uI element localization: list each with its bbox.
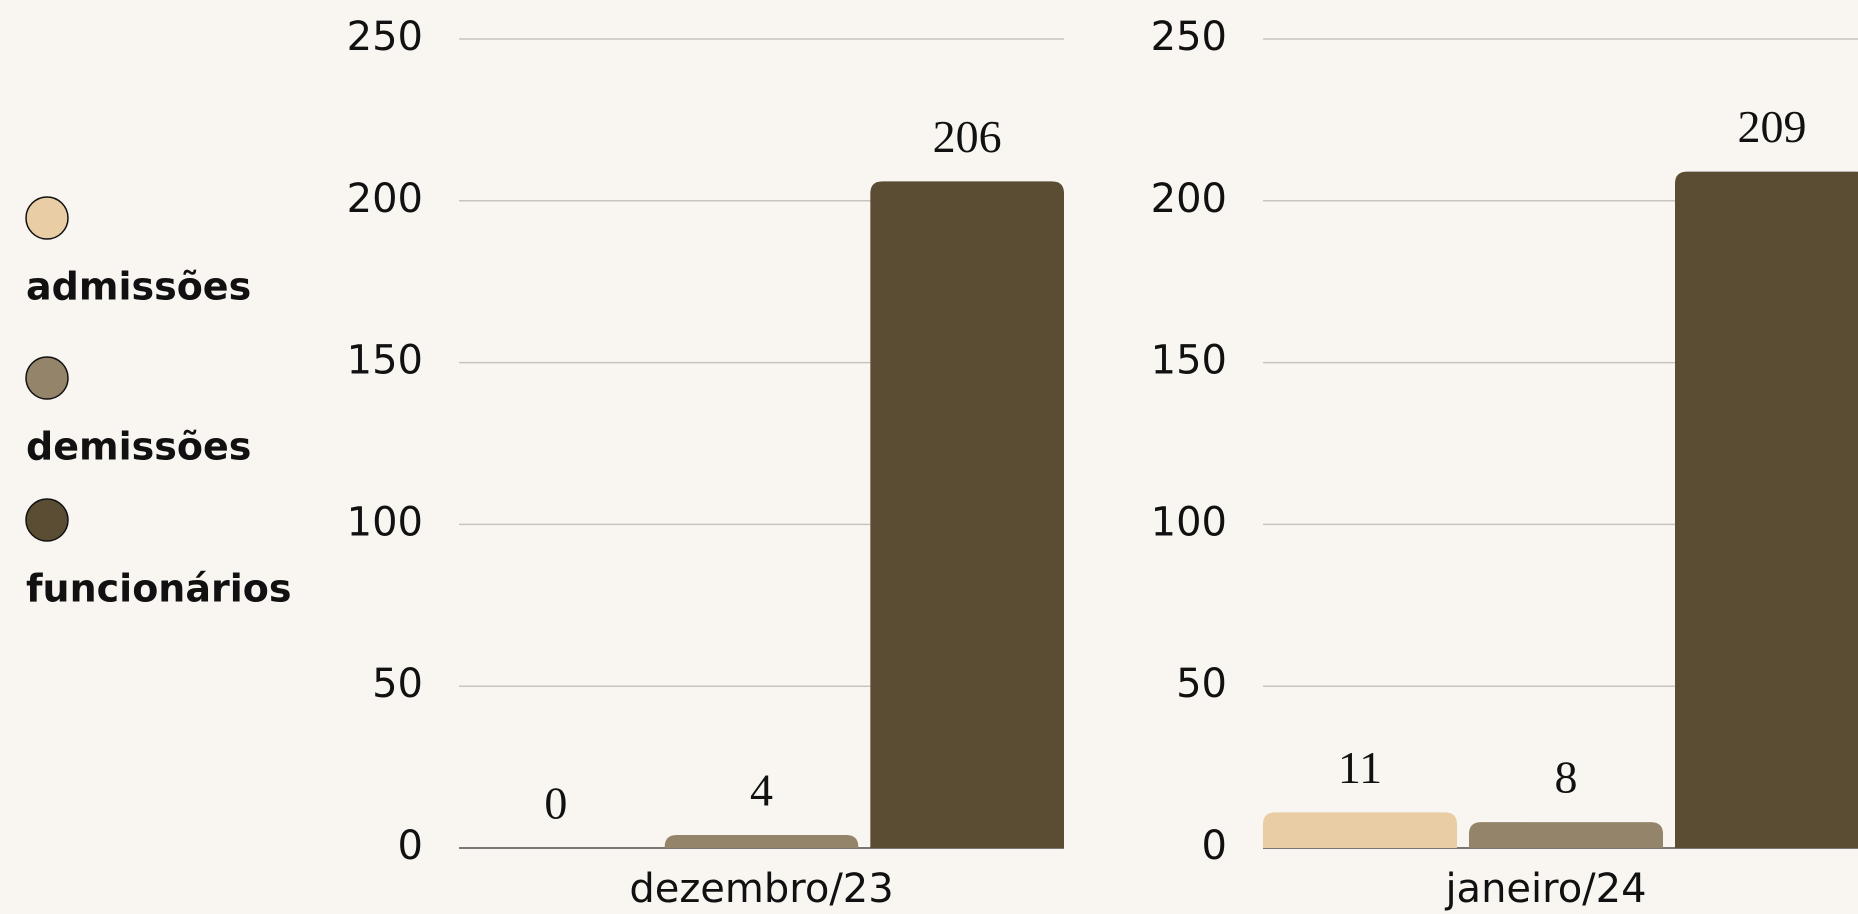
legend-swatch bbox=[25, 498, 69, 542]
y-tick-label: 150 bbox=[1151, 338, 1227, 384]
value-label: 209 bbox=[1738, 101, 1807, 152]
value-label: 8 bbox=[1555, 752, 1578, 803]
y-tick-label: 50 bbox=[372, 661, 423, 707]
bar bbox=[870, 181, 1064, 848]
y-tick-label: 150 bbox=[347, 338, 423, 384]
legend-label: admissões bbox=[26, 265, 251, 309]
value-label: 11 bbox=[1338, 742, 1382, 793]
value-label: 0 bbox=[544, 778, 567, 829]
legend-swatch bbox=[25, 196, 69, 240]
legend-label: demissões bbox=[26, 425, 251, 469]
y-tick-label: 100 bbox=[347, 499, 423, 545]
legend-swatch bbox=[25, 356, 69, 400]
bar bbox=[664, 835, 859, 848]
x-tick-label: janeiro/24 bbox=[1444, 866, 1646, 912]
y-tick-label: 200 bbox=[1151, 176, 1227, 222]
y-tick-label: 100 bbox=[1151, 499, 1227, 545]
y-tick-label: 0 bbox=[398, 823, 423, 869]
value-label: 206 bbox=[933, 111, 1002, 162]
bar bbox=[1675, 171, 1858, 848]
bar bbox=[1263, 812, 1457, 848]
value-label: 4 bbox=[750, 765, 773, 816]
y-tick-label: 50 bbox=[1176, 661, 1227, 707]
y-tick-label: 250 bbox=[347, 14, 423, 60]
legend-label: funcionários bbox=[26, 567, 291, 611]
y-tick-label: 250 bbox=[1151, 14, 1227, 60]
y-tick-label: 200 bbox=[347, 176, 423, 222]
y-tick-label: 0 bbox=[1202, 823, 1227, 869]
x-tick-label: dezembro/23 bbox=[629, 866, 893, 912]
bar bbox=[1469, 822, 1663, 848]
